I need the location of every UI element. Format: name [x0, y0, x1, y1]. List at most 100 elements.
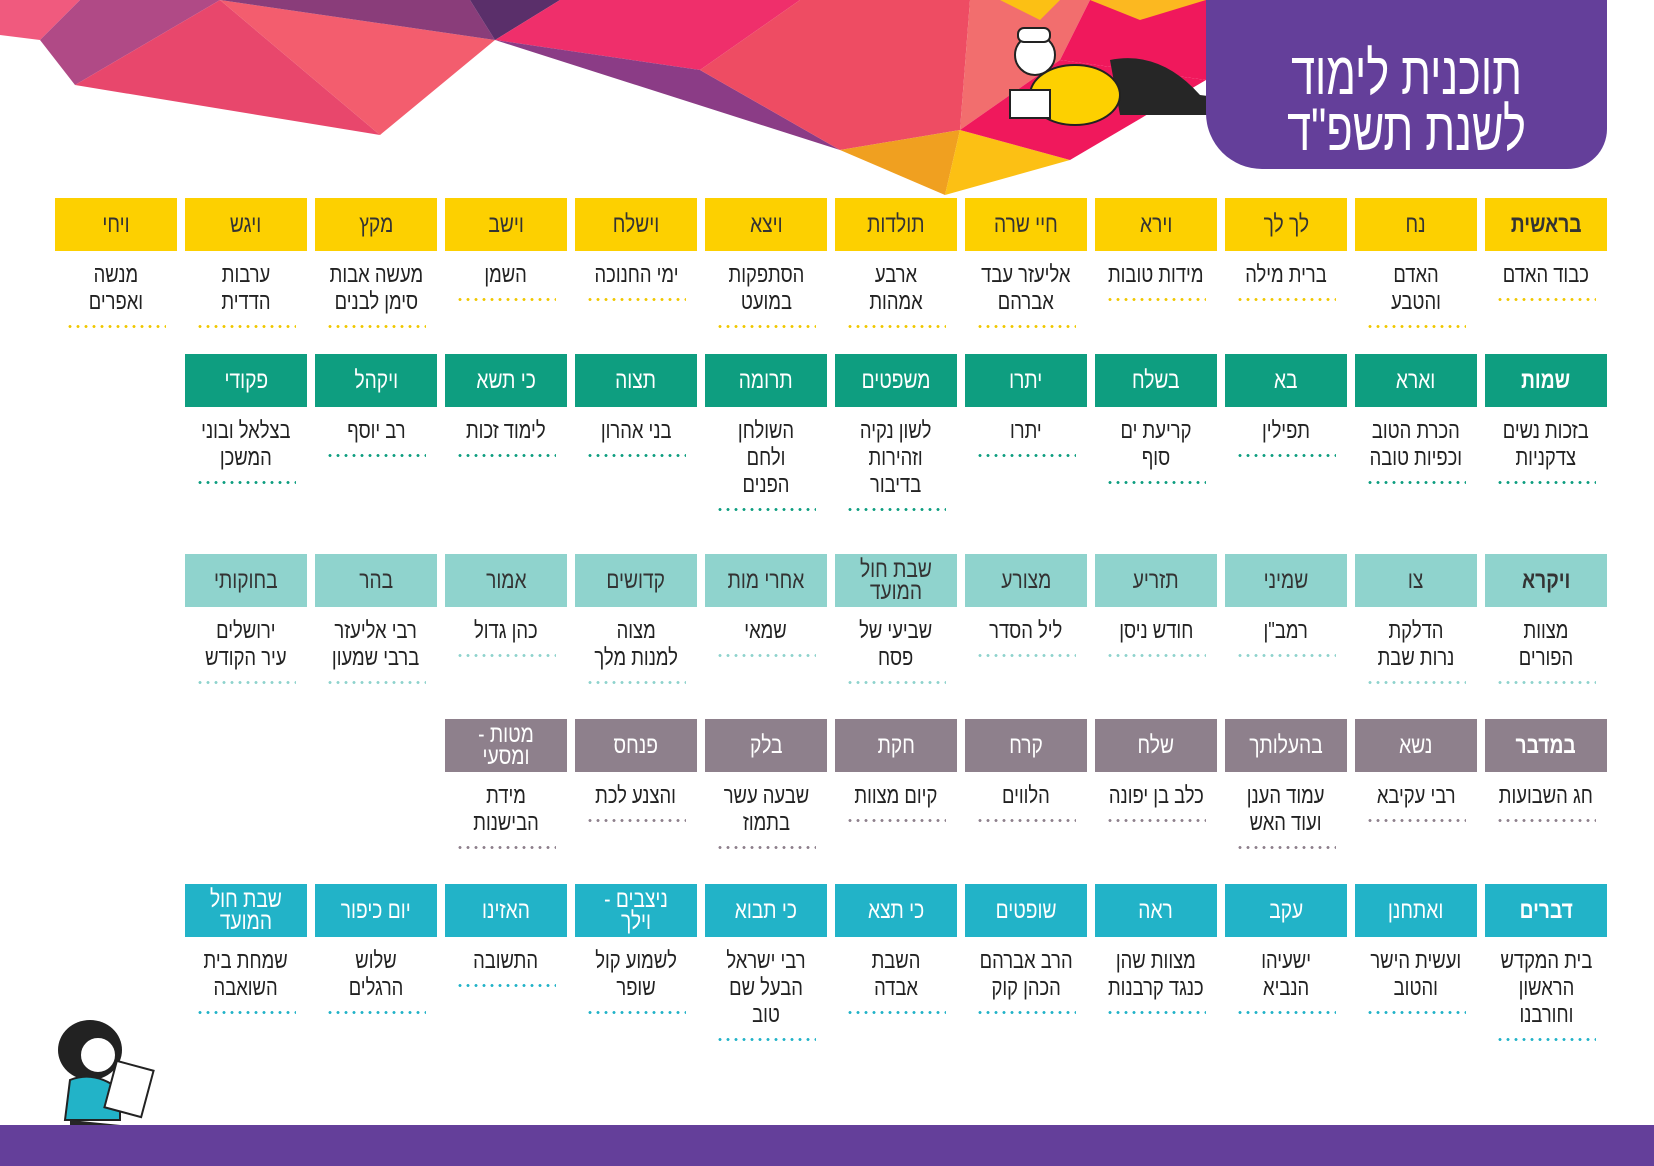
parasha-name: תולדות: [867, 210, 925, 238]
parasha-cell: במדבר חג השבועות: [1485, 719, 1607, 822]
parasha-cell: שבת חול המועד שביעי של פסח: [835, 554, 957, 684]
parasha-name: בחוקותי: [214, 566, 278, 594]
parasha-label: וישלח: [575, 198, 697, 251]
parasha-label: יתרו: [965, 354, 1087, 407]
study-topic-text: השבת אבדה: [871, 947, 921, 1000]
study-topic: רבי עקיבא: [1355, 782, 1477, 809]
parasha-label: ויצא: [705, 198, 827, 251]
parasha-cell: מצורע ליל הסדר: [965, 554, 1087, 657]
dotted-divider: [456, 846, 556, 849]
dotted-divider: [1236, 454, 1336, 457]
parasha-label: מצורע: [965, 554, 1087, 607]
study-topic: בית המקדש הראשון וחורבנו: [1485, 947, 1607, 1028]
parasha-label: בלק: [705, 719, 827, 772]
parasha-cell: חיי שרה אליעזר עבד אברהם: [965, 198, 1087, 328]
parasha-name: עקב: [1269, 896, 1304, 924]
dotted-divider: [976, 654, 1076, 657]
parasha-cell: כי תבוא רבי ישראל הבעל שם טוב: [705, 884, 827, 1041]
study-topic: כהן גדול: [445, 617, 567, 644]
study-topic-text: מידות טובות: [1108, 261, 1204, 287]
study-topic: רבי אליעזר ברבי שמעון: [315, 617, 437, 671]
study-topic-text: יתרו: [1010, 417, 1042, 443]
book-header: ויקרא: [1485, 554, 1607, 607]
study-topic: ועשית הישר והטוב: [1355, 947, 1477, 1001]
parasha-name: שלח: [1137, 731, 1175, 759]
book-header: דברים: [1485, 884, 1607, 937]
parasha-label: צו: [1355, 554, 1477, 607]
parasha-cell: שלח כלב בן יפונה: [1095, 719, 1217, 822]
title-line-1: תוכנית לימוד: [1291, 40, 1522, 107]
study-topic-text: התשובה: [473, 947, 539, 973]
dotted-divider: [716, 654, 816, 657]
parasha-name: יתרו: [1009, 366, 1043, 394]
dotted-divider: [196, 681, 296, 684]
parasha-cell: שמות בזכות נשים צדקניות: [1485, 354, 1607, 484]
parasha-name: אמור: [485, 566, 527, 594]
dotted-divider: [456, 454, 556, 457]
dotted-divider: [1106, 654, 1206, 657]
parasha-name: קרח: [1009, 731, 1043, 759]
study-topic-text: שבעה עשר בתמוז: [723, 782, 809, 835]
parasha-name: מטות - ומסעי: [478, 720, 534, 770]
study-topic-text: לשון נקיה וזהירות בדיבור: [860, 417, 932, 497]
parasha-label: שבת חול המועד: [185, 884, 307, 937]
dotted-divider: [846, 1011, 946, 1014]
parasha-label: אמור: [445, 554, 567, 607]
study-topic-text: חודש ניסן: [1118, 617, 1194, 643]
parasha-label: קדושים: [575, 554, 697, 607]
parasha-cell: פקודי בצלאל ובוני המשכן: [185, 354, 307, 484]
parasha-label: שלח: [1095, 719, 1217, 772]
study-topic-text: לשמוע קול שופר: [595, 947, 677, 1000]
title-line-2: לשנת תשפ"ד: [1287, 96, 1526, 163]
study-topic-text: מצוה למנות מלך: [594, 617, 678, 670]
study-topic: לשון נקיה וזהירות בדיבור: [835, 417, 957, 498]
parasha-name: ויקהל: [354, 366, 398, 394]
study-topic-text: חג השבועות: [1498, 782, 1594, 808]
study-topic: ירושלים עיר הקודש: [185, 617, 307, 671]
parasha-label: בא: [1225, 354, 1347, 407]
study-topic: הסתפקות במועט: [705, 261, 827, 315]
study-topic: הרב אברהם הכהן קוק: [965, 947, 1087, 1001]
parasha-cell: ויחי מנשה ואפרים: [55, 198, 177, 328]
parasha-name: דברים: [1519, 896, 1573, 924]
parasha-name: משפטים: [861, 366, 931, 394]
dotted-divider: [1236, 298, 1336, 301]
book-header: בראשית: [1485, 198, 1607, 251]
parasha-cell: כי תשא לימוד זכות: [445, 354, 567, 457]
study-topic: רבי ישראל הבעל שם טוב: [705, 947, 827, 1028]
parasha-cell: אחרי מות שמאי: [705, 554, 827, 657]
study-topic-text: קריעת ים סוף: [1120, 417, 1192, 470]
parasha-cell: ראה מצוות שהן כנגד קרבנות: [1095, 884, 1217, 1014]
parasha-cell: שופטים הרב אברהם הכהן קוק: [965, 884, 1087, 1014]
parasha-cell: בהר רבי אליעזר ברבי שמעון: [315, 554, 437, 684]
parasha-name: בהעלותך: [1249, 731, 1323, 759]
dotted-divider: [1366, 681, 1466, 684]
dotted-divider: [66, 325, 166, 328]
dotted-divider: [196, 481, 296, 484]
book-header: במדבר: [1485, 719, 1607, 772]
parasha-cell: בראשית כבוד האדם: [1485, 198, 1607, 301]
study-topic-text: עמוד הענן ועוד האש: [1247, 782, 1325, 835]
dotted-divider: [976, 819, 1076, 822]
study-topic-text: בית המקדש הראשון וחורבנו: [1500, 947, 1592, 1027]
dotted-divider: [716, 508, 816, 511]
parasha-label: כי תבוא: [705, 884, 827, 937]
parasha-label: בהעלותך: [1225, 719, 1347, 772]
parasha-cell: תזריע חודש ניסן: [1095, 554, 1217, 657]
parasha-cell: תצוה בני אהרון: [575, 354, 697, 457]
parasha-label: לך לך: [1225, 198, 1347, 251]
study-topic-text: ברית מילה: [1245, 261, 1327, 287]
study-topic-text: והצנע לכת: [595, 782, 677, 808]
dotted-divider: [586, 454, 686, 457]
parasha-name: וירא: [1139, 210, 1173, 238]
parasha-cell: בחוקותי ירושלים עיר הקודש: [185, 554, 307, 684]
parasha-label: ויגש: [185, 198, 307, 251]
dotted-divider: [1496, 298, 1596, 301]
parasha-label: שופטים: [965, 884, 1087, 937]
parasha-cell: משפטים לשון נקיה וזהירות בדיבור: [835, 354, 957, 511]
dotted-divider: [1236, 846, 1336, 849]
parasha-name: ניצבים - וילך: [604, 885, 668, 935]
study-topic-text: מצוות שהן כנגד קרבנות: [1108, 947, 1204, 1000]
dotted-divider: [326, 681, 426, 684]
parasha-cell: ויגש ערבות הדדית: [185, 198, 307, 328]
